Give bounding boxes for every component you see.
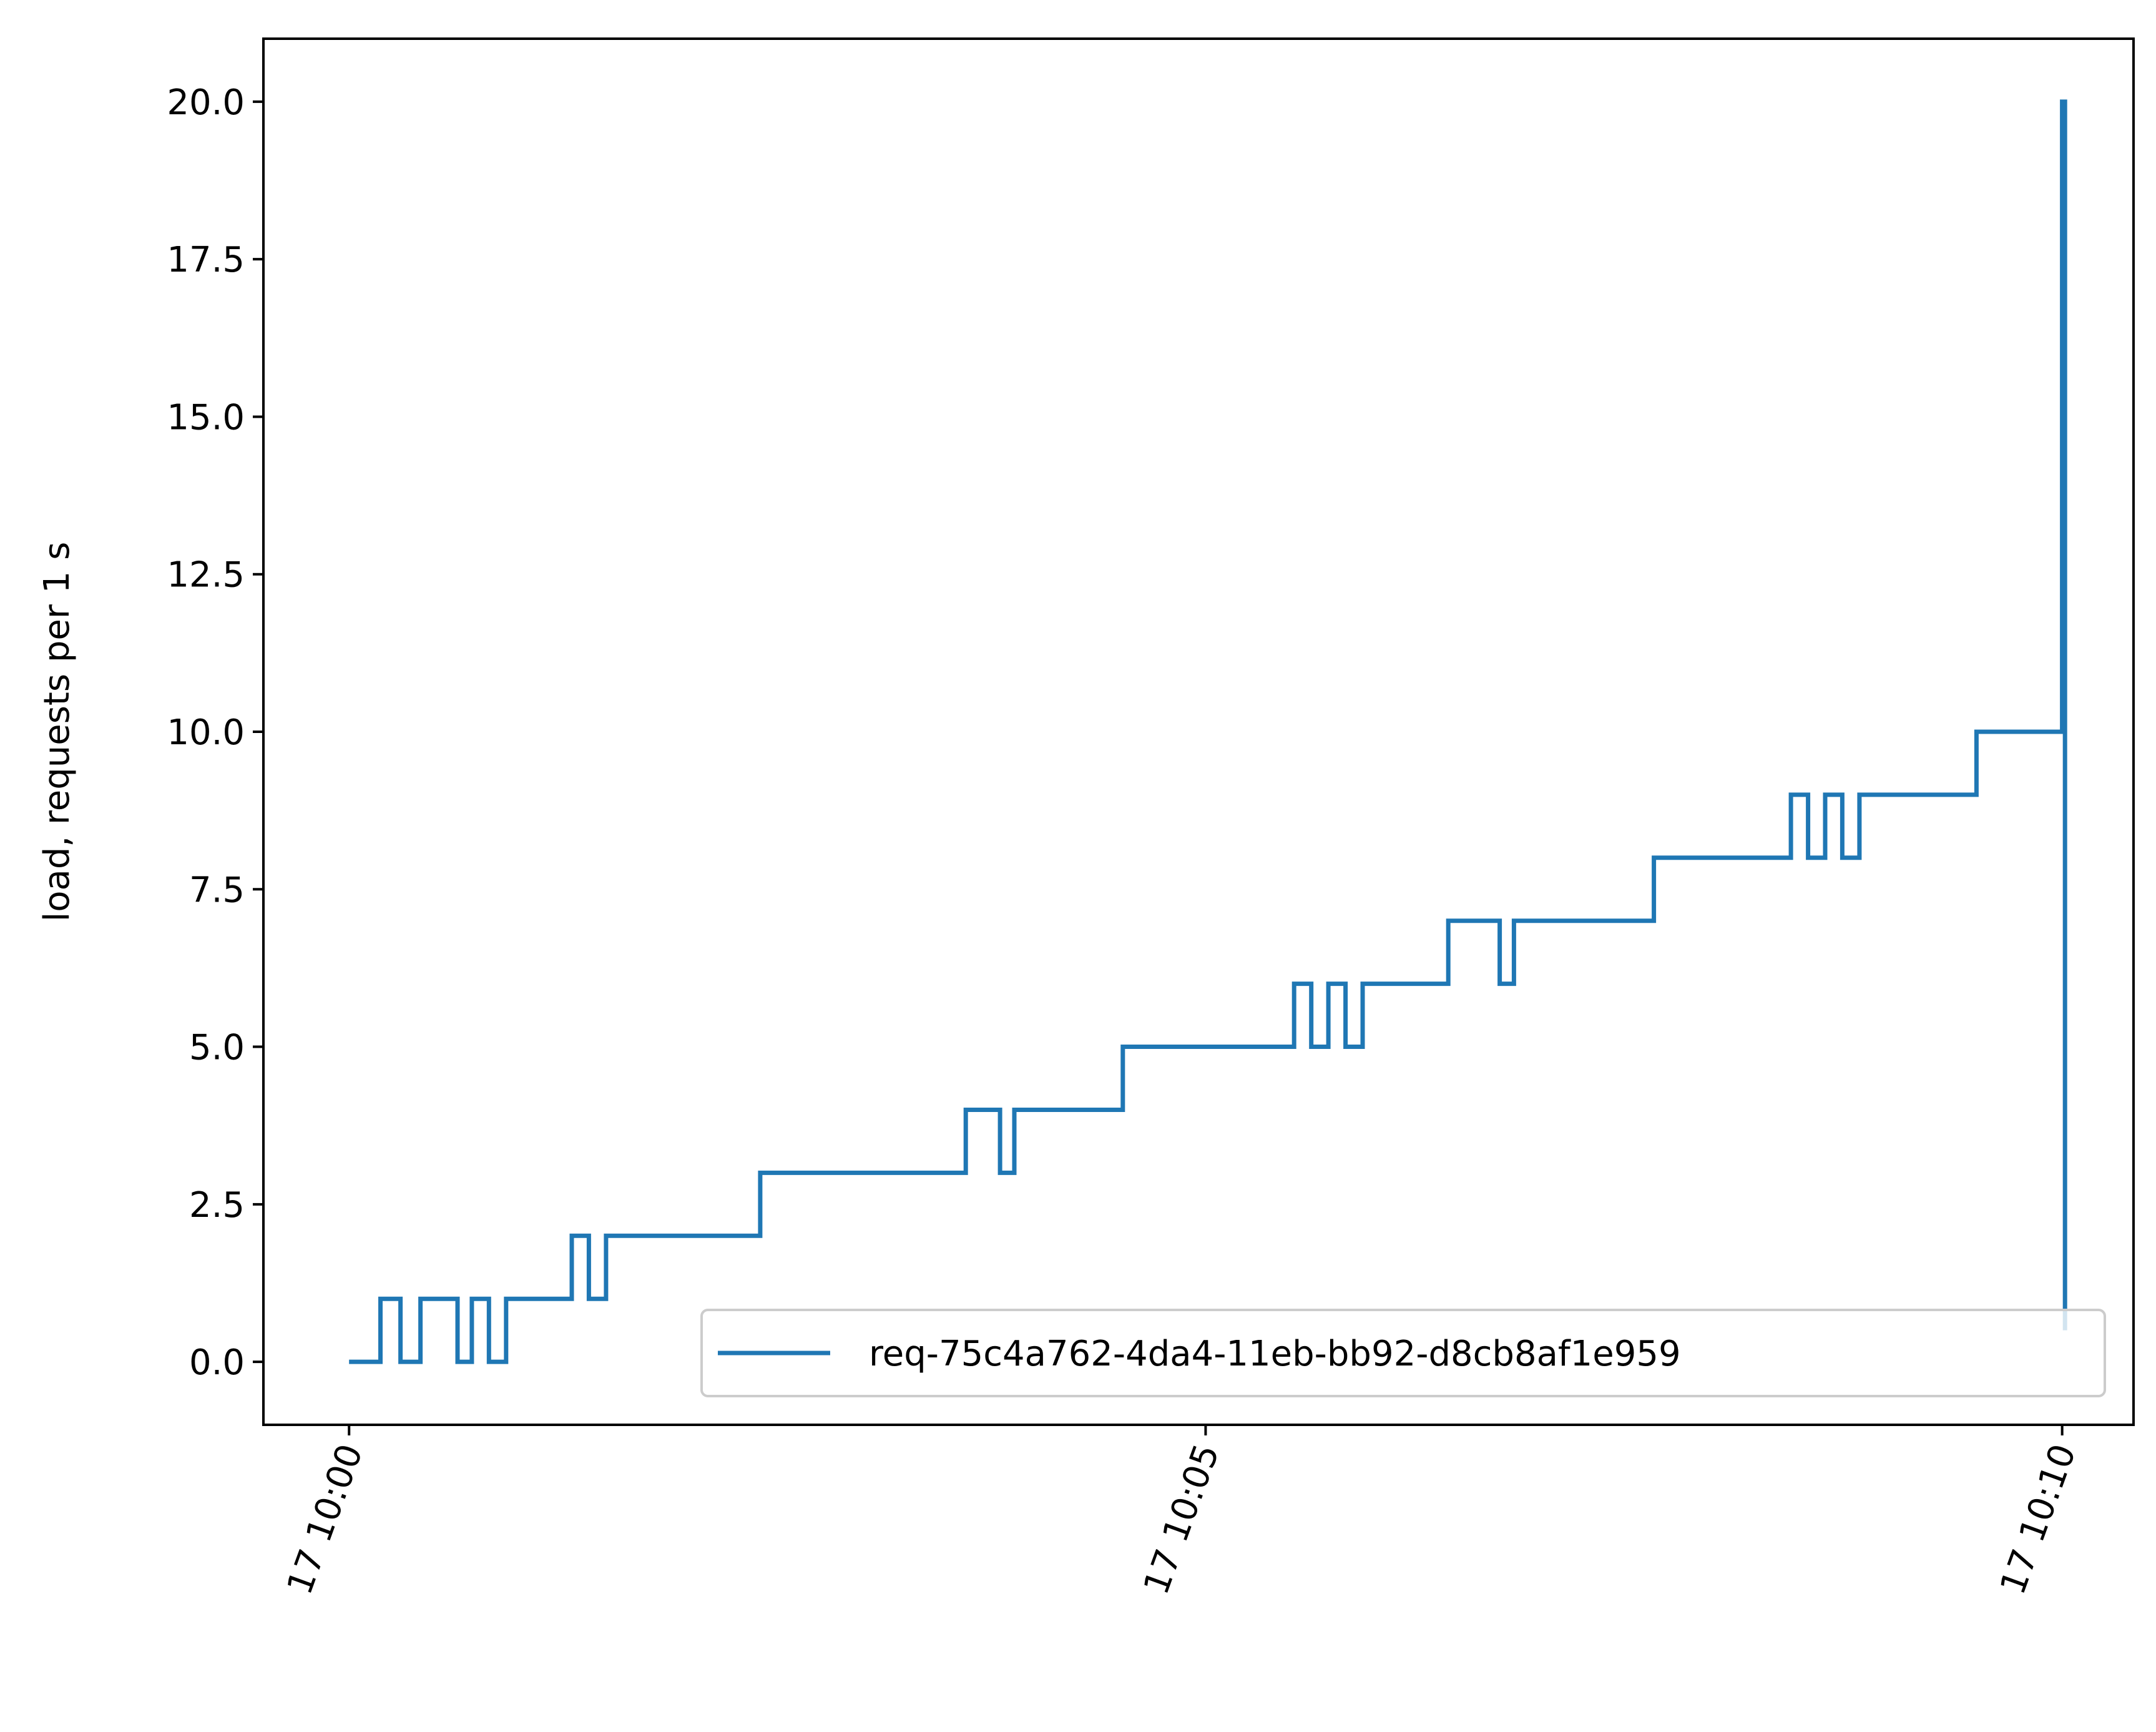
y-axis: 0.0 2.5 5.0 7.5 10.0 12.5 15.0 17.5 20.0: [167, 82, 263, 1383]
y-axis-label: load, requests per 1 s: [37, 542, 77, 922]
legend: req-75c4a762-4da4-11eb-bb92-d8cb8af1e959: [700, 1309, 2106, 1397]
y-tick-label: 20.0: [167, 82, 245, 123]
y-tick-label: 0.0: [189, 1342, 245, 1383]
legend-series-name: req-75c4a762-4da4-11eb-bb92-d8cb8af1e959: [869, 1334, 1681, 1374]
y-tick-label: 2.5: [189, 1185, 245, 1226]
y-tick-label: 5.0: [189, 1028, 245, 1068]
y-tick-label: 15.0: [167, 397, 245, 438]
y-tick-label: 10.0: [167, 712, 245, 753]
y-tick-label: 12.5: [167, 555, 245, 596]
series-layer: [349, 99, 2067, 1364]
y-tick-label: 17.5: [167, 240, 245, 280]
legend-box: [700, 1309, 2106, 1397]
series-line-0: [349, 99, 2067, 1364]
y-tick-label: 7.5: [189, 870, 245, 910]
